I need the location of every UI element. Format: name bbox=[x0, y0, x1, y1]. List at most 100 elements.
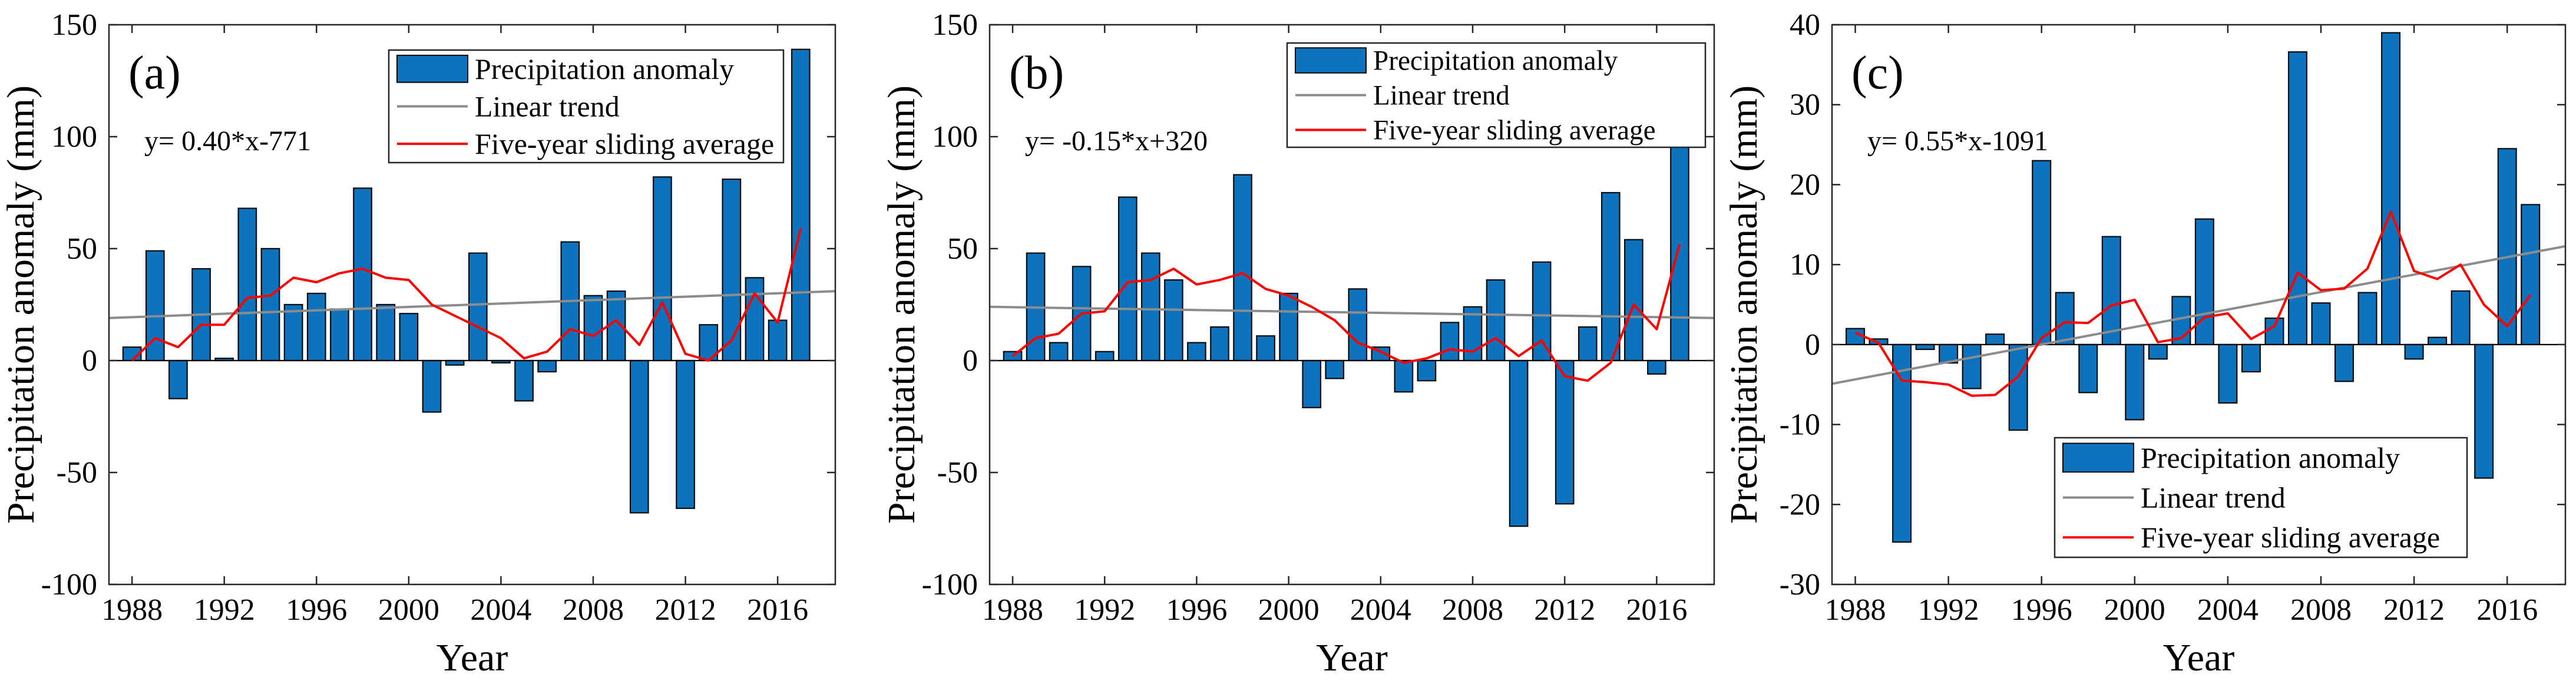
x-axis-ticks: 1988 1992 1996 2000 2004 2008 2012 2016 bbox=[982, 25, 1687, 627]
bar-2006 bbox=[537, 359, 557, 373]
panel-3: -30 -20 -10 0 10 20 30 40 1988 1992 1996 2000 2004 20… bbox=[1722, 8, 2567, 679]
bar-2000 bbox=[399, 313, 419, 362]
x-tick-label: 1992 bbox=[194, 593, 255, 627]
bar-1998 bbox=[1233, 174, 1252, 362]
x-axis-title: Year bbox=[437, 636, 508, 679]
regression-equation: y= -0.15*x+320 bbox=[1025, 125, 1208, 157]
x-tick-label: 1988 bbox=[982, 593, 1043, 627]
y-tick-label: 0 bbox=[82, 344, 97, 378]
linear-trend-line bbox=[990, 305, 1714, 319]
regression-equation: y= 0.40*x-771 bbox=[144, 125, 311, 157]
x-tick-label: 2012 bbox=[655, 593, 716, 627]
x-axis-title: Year bbox=[1316, 636, 1388, 679]
y-axis-ticks: -100 -50 0 50 100 150 bbox=[922, 8, 1714, 602]
x-tick-label: 2004 bbox=[1350, 593, 1411, 627]
x-tick-label: 1992 bbox=[1918, 593, 1979, 627]
bar-2009 bbox=[1486, 279, 1506, 362]
bar-2000 bbox=[2125, 343, 2145, 421]
legend: Precipitation anomaly Linear trend Five-ye… bbox=[388, 49, 785, 164]
bar-2015 bbox=[2474, 343, 2494, 479]
bar-2005 bbox=[1394, 359, 1414, 393]
regression-equation: y= 0.55*x-1091 bbox=[1867, 125, 2048, 157]
x-tick-label: 1996 bbox=[286, 593, 347, 627]
bar-2001 bbox=[1302, 359, 1321, 408]
x-tick-label: 2008 bbox=[2290, 593, 2352, 627]
legend-label: Precipitation anomaly bbox=[475, 52, 734, 85]
x-tick-label: 1988 bbox=[1825, 593, 1886, 627]
y-axis-ticks: -30 -20 -10 0 10 20 30 40 bbox=[1780, 8, 2565, 602]
y-tick-label: 100 bbox=[932, 120, 978, 154]
x-tick-label: 1992 bbox=[1074, 593, 1135, 627]
x-tick-label: 1988 bbox=[101, 593, 163, 627]
linear-trend-line bbox=[1832, 244, 2565, 385]
bar-2015 bbox=[1624, 239, 1644, 362]
legend-bar-swatch bbox=[2062, 442, 2134, 473]
y-tick-label: -50 bbox=[57, 456, 97, 490]
bar-1996 bbox=[1187, 342, 1206, 362]
bar-1997 bbox=[1210, 326, 1229, 362]
bar-1996 bbox=[2032, 160, 2052, 345]
x-tick-label: 1996 bbox=[2011, 593, 2072, 627]
panel-label: (a) bbox=[128, 47, 181, 99]
bar-1994 bbox=[1985, 333, 2005, 345]
y-axis-title: Precipitation anomaly (mm) bbox=[880, 85, 923, 524]
bar-1999 bbox=[2101, 236, 2121, 345]
x-tick-label: 2000 bbox=[378, 593, 439, 627]
y-tick-label: 150 bbox=[51, 8, 97, 42]
x-axis-ticks: 1988 1992 1996 2000 2004 2008 2012 2016 bbox=[1825, 25, 2538, 627]
plot-frame bbox=[108, 24, 836, 586]
bar-1997 bbox=[330, 308, 349, 362]
y-tick-label: 0 bbox=[963, 344, 978, 378]
bar-1994 bbox=[1141, 252, 1160, 362]
y-tick-label: -20 bbox=[1780, 488, 1820, 521]
legend-label: Linear trend bbox=[2141, 481, 2286, 514]
bar-2012 bbox=[2404, 343, 2424, 360]
linear-trend-line bbox=[109, 290, 835, 319]
y-tick-label: -10 bbox=[1780, 408, 1820, 442]
bar-2006 bbox=[1417, 359, 1437, 382]
legend-bar-swatch bbox=[396, 54, 468, 83]
bar-2010 bbox=[629, 359, 649, 514]
bar-2008 bbox=[2311, 302, 2331, 345]
y-tick-label: 50 bbox=[947, 232, 978, 266]
y-axis-title: Precipitation anomaly (mm) bbox=[0, 85, 42, 524]
bar-2011 bbox=[653, 176, 672, 362]
bar-2017 bbox=[2521, 204, 2541, 345]
bar-2007 bbox=[1440, 322, 1460, 362]
bar-2016 bbox=[1647, 359, 1666, 375]
plot-frame bbox=[1831, 24, 2567, 586]
bar-1998 bbox=[353, 187, 372, 362]
x-tick-label: 2008 bbox=[563, 593, 624, 627]
bar-2005 bbox=[514, 359, 534, 402]
bar-1995 bbox=[2008, 343, 2028, 431]
sliding-average-line bbox=[1854, 210, 2532, 397]
legend-label: Linear trend bbox=[1373, 81, 1510, 111]
y-tick-label: 100 bbox=[51, 120, 97, 154]
bar-2001 bbox=[2148, 343, 2168, 360]
bar-2009 bbox=[2334, 343, 2355, 382]
y-tick-label: 10 bbox=[1790, 248, 1820, 282]
legend-label: Precipitation anomaly bbox=[1373, 46, 1618, 77]
bar-2011 bbox=[2381, 32, 2401, 345]
bar-2012 bbox=[676, 359, 695, 509]
bar-1991 bbox=[1915, 343, 1935, 351]
bar-2000 bbox=[1279, 292, 1298, 362]
bar-2001 bbox=[422, 359, 442, 413]
panel-1: -100 -50 0 50 100 150 1988 1992 1996 2000 2004 2008… bbox=[0, 8, 836, 679]
x-tick-label: 2000 bbox=[1258, 593, 1320, 627]
bar-1988 bbox=[1846, 328, 1866, 345]
x-tick-label: 2012 bbox=[1534, 593, 1595, 627]
bar-2003 bbox=[1348, 288, 1368, 362]
y-tick-label: 20 bbox=[1790, 168, 1820, 201]
y-tick-label: -100 bbox=[41, 568, 97, 602]
bar-1995 bbox=[283, 303, 303, 362]
x-tick-label: 2004 bbox=[470, 593, 531, 627]
y-tick-label: -100 bbox=[922, 568, 978, 602]
bar-2014 bbox=[722, 179, 742, 362]
bar-2006 bbox=[2264, 317, 2284, 345]
y-tick-label: -50 bbox=[937, 456, 978, 490]
bar-2016 bbox=[768, 319, 788, 362]
x-axis-ticks: 1988 1992 1996 2000 2004 2008 2012 2016 bbox=[101, 25, 808, 627]
bar-1993 bbox=[1117, 196, 1137, 362]
x-axis-title: Year bbox=[2163, 636, 2235, 679]
